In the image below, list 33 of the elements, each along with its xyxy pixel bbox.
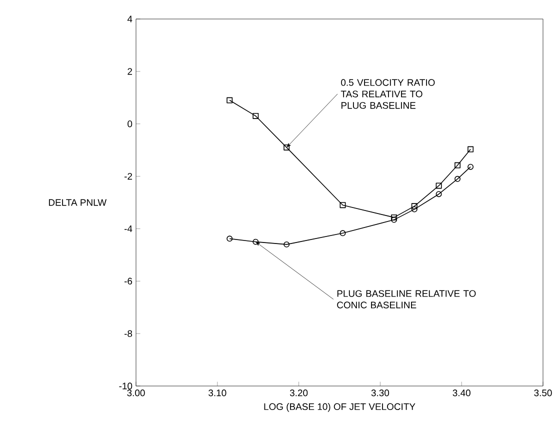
- x-tick-label: 3.00: [127, 390, 145, 396]
- point: [436, 191, 442, 198]
- point: [411, 206, 418, 212]
- point: [391, 216, 398, 223]
- x-tick-label: 3.10: [208, 390, 226, 396]
- x-tick-label: 3.40: [452, 390, 470, 396]
- point: [454, 176, 461, 182]
- y-tick-label: -2: [124, 172, 132, 180]
- point: [468, 146, 474, 152]
- annotation: PLUG BASELINE RELATIVE TO CONIC BASELINE: [337, 290, 476, 308]
- y-tick-label: -10: [119, 382, 132, 390]
- x-axis-title: LOG (BASE 10) OF JET VELOCITY: [264, 403, 416, 412]
- y-tick-label: -6: [124, 278, 132, 284]
- point: [454, 162, 461, 168]
- x-tick-label: 3.20: [290, 390, 308, 396]
- y-tick-label: -4: [124, 225, 132, 232]
- y-tick-label: 0: [128, 120, 132, 128]
- y-tick-label: 2: [128, 68, 132, 75]
- point: [391, 214, 398, 220]
- point: [340, 230, 346, 236]
- x-tick-label: 3.50: [534, 390, 552, 396]
- y-tick-label: -8: [124, 330, 132, 337]
- point: [340, 202, 346, 208]
- point: [284, 144, 290, 150]
- point: [284, 241, 290, 248]
- y-tick-label: 4: [127, 16, 132, 22]
- point: [436, 182, 442, 189]
- point: [411, 203, 418, 210]
- annotation: 0.5 VELOCITY RATIO TAS RELATIVE TO PLUG BASELINE: [340, 79, 435, 109]
- point: [252, 113, 259, 119]
- y-axis-title: DELTA PNLW: [48, 199, 107, 206]
- x-tick-label: 3.30: [371, 390, 390, 396]
- point: [226, 97, 233, 104]
